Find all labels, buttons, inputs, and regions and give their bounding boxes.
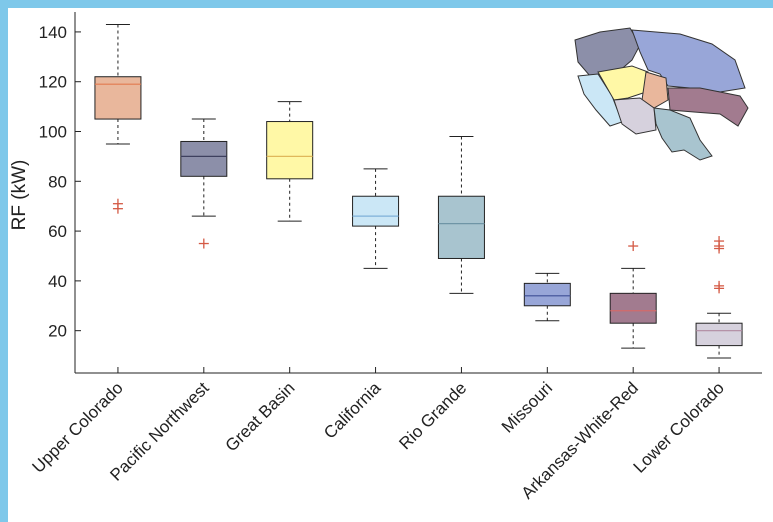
x-tick-label: Great Basin (222, 378, 299, 455)
box-iqr (609, 292, 657, 324)
y-axis-label: RF (kW) (9, 160, 30, 231)
y-tick-label: 80 (48, 172, 67, 191)
box-iqr (437, 195, 485, 259)
x-tick-label: Missouri (498, 378, 556, 436)
y-tick-label: 120 (39, 73, 67, 92)
x-tick-label: Upper Colorado (28, 378, 126, 476)
map-region-california (577, 73, 623, 127)
box-lower-colorado (695, 236, 743, 373)
axes (74, 12, 762, 374)
map-region-lower-colorado (613, 97, 657, 135)
box-missouri (523, 272, 571, 373)
box-upper-colorado (94, 23, 142, 373)
outlier-marker (112, 198, 123, 209)
x-tick-label: Lower Colorado (630, 378, 728, 476)
inset-map (574, 27, 749, 161)
outlier-marker (714, 280, 725, 291)
map-region-upper-colorado (641, 71, 669, 109)
box-iqr (352, 195, 400, 227)
map-region-arkansas-white-red (667, 87, 749, 127)
y-tick-label: 20 (48, 322, 67, 341)
y-tick-label: 100 (39, 123, 67, 142)
box-pacific-northwest (180, 118, 228, 373)
box-great-basin (266, 101, 314, 373)
box-iqr (180, 140, 228, 177)
outlier-marker (628, 241, 639, 252)
box-arkansas-white-red (609, 241, 657, 373)
box-rio-grande (437, 135, 485, 373)
y-tick-labels: 20 40 60 80 100 120 140 (39, 23, 81, 341)
map-region-pacific-northwest (574, 27, 641, 77)
box-iqr (94, 76, 142, 120)
y-tick-label: 140 (39, 23, 67, 42)
box-iqr (695, 322, 743, 347)
outlier-marker (714, 236, 725, 247)
box-iqr (266, 121, 314, 180)
box-iqr (523, 282, 571, 307)
x-tick-label: California (320, 378, 385, 443)
boxes (94, 23, 743, 373)
x-tick-label: Rio Grande (395, 378, 470, 453)
y-tick-label: 40 (48, 272, 67, 291)
y-tick-label: 60 (48, 222, 67, 241)
box-california (352, 168, 400, 373)
outlier-marker (198, 238, 209, 249)
map-region-rio-grande (653, 107, 713, 161)
